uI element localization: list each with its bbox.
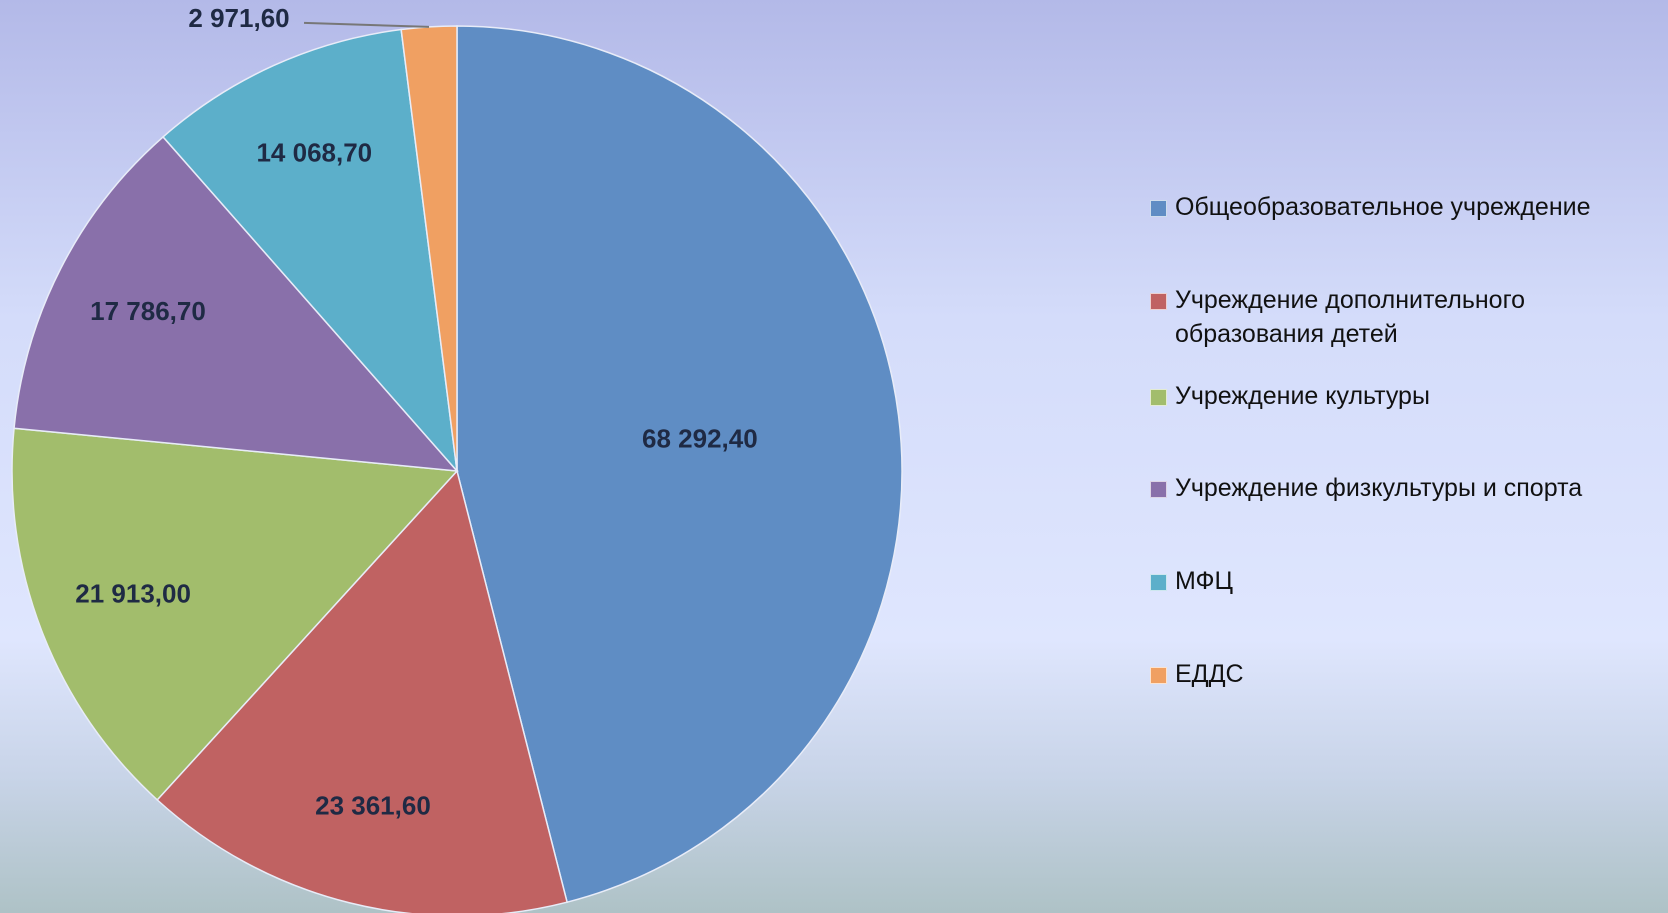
legend-swatch	[1150, 574, 1167, 591]
data-label: 14 068,70	[256, 137, 372, 167]
legend-label: МФЦ	[1175, 567, 1234, 595]
pie-slice	[456, 25, 903, 904]
legend-swatch	[1150, 293, 1167, 310]
pie-slice	[13, 135, 459, 472]
data-label: 17 786,70	[90, 296, 206, 326]
data-label: 23 361,60	[315, 791, 431, 821]
legend-label: Учреждение дополнительного образования д…	[1175, 286, 1526, 348]
legend-item: Учреждение физкультуры и спорта	[1150, 474, 1620, 505]
legend-item: МФЦ	[1150, 567, 1620, 598]
legend-swatch	[1150, 200, 1167, 217]
legend-item: Учреждение дополнительного образования д…	[1150, 286, 1620, 351]
legend-swatch	[1150, 667, 1167, 684]
legend-item: Общеобразовательное учреждение	[1150, 193, 1620, 224]
legend-label: Учреждение физкультуры и спорта	[1175, 474, 1583, 502]
legend-label: Общеобразовательное учреждение	[1175, 193, 1591, 221]
pie-slice	[11, 427, 459, 801]
leader-line	[303, 21, 430, 28]
legend-swatch	[1150, 389, 1167, 406]
legend-item: ЕДДС	[1150, 660, 1620, 691]
legend-label: ЕДДС	[1175, 660, 1244, 688]
legend-item: Учреждение культуры	[1150, 382, 1620, 413]
legend-label: Учреждение культуры	[1175, 382, 1430, 410]
data-label: 68 292,40	[642, 423, 758, 453]
pie-slice	[156, 469, 569, 913]
pie-slice	[162, 28, 459, 474]
data-label: 2 971,60	[188, 3, 289, 33]
data-label: 21 913,00	[75, 579, 191, 609]
legend-swatch	[1150, 481, 1167, 498]
